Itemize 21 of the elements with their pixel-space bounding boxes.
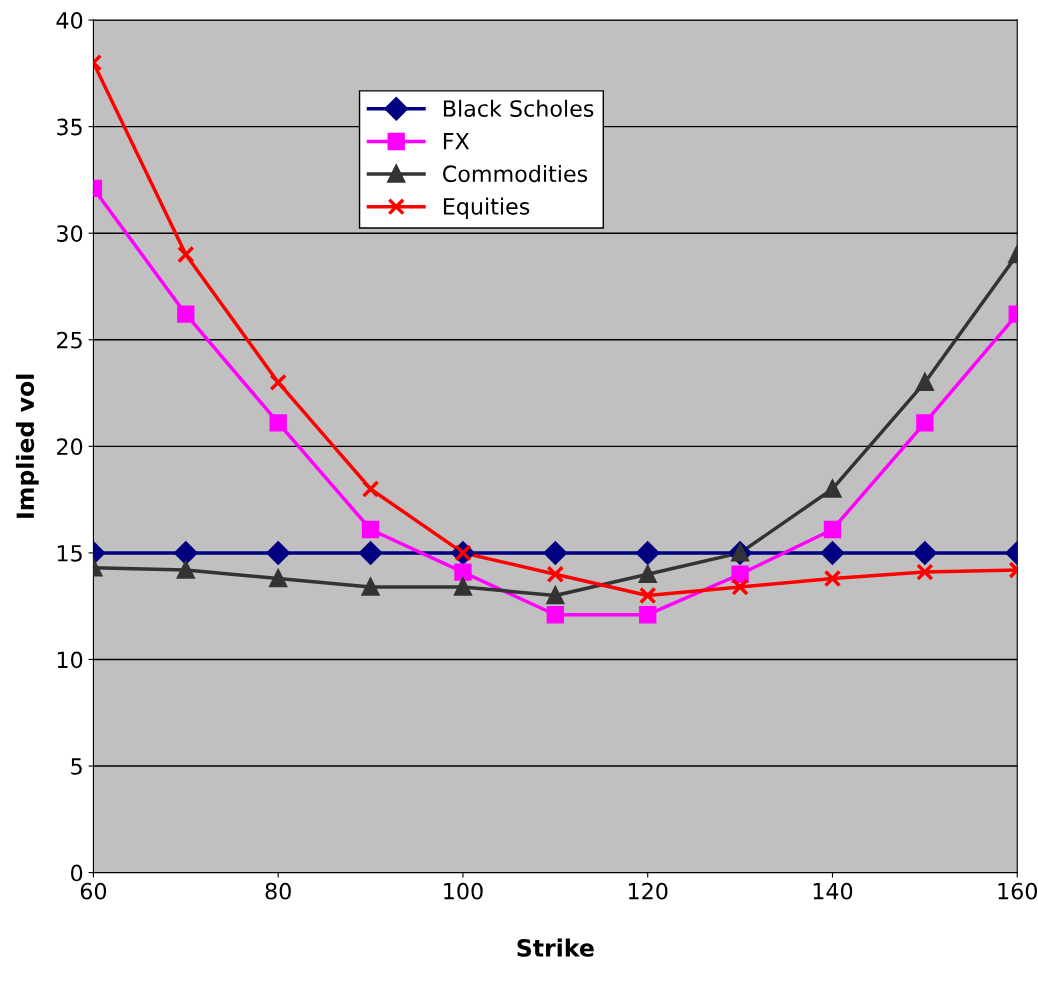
y-tick-label: 5 — [71, 758, 82, 775]
legend-label: FX — [443, 133, 470, 150]
x-axis-title: Strike — [517, 938, 594, 957]
y-tick-label: 40 — [56, 12, 83, 29]
y-tick-label: 35 — [57, 118, 82, 136]
x-tick-label: 60 — [80, 882, 107, 900]
x-tick-label: 80 — [265, 882, 291, 900]
x-tick-label: 140 — [813, 882, 853, 900]
y-tick-label: 10 — [57, 651, 83, 669]
y-tick-label: 0 — [71, 864, 83, 882]
y-tick-label: 20 — [57, 438, 83, 456]
y-tick-label: 15 — [57, 545, 82, 562]
x-tick-label: 160 — [998, 882, 1037, 900]
legend-label: Equities — [443, 197, 530, 220]
legend-label: Black Scholes — [443, 99, 594, 117]
legend-label: Commodities — [443, 164, 588, 183]
x-tick-label: 100 — [444, 882, 483, 900]
y-axis-title: Implied vol — [15, 374, 39, 518]
y-tick-label: 25 — [57, 331, 82, 349]
x-tick-label: 120 — [628, 882, 668, 900]
y-tick-label: 30 — [57, 225, 83, 242]
